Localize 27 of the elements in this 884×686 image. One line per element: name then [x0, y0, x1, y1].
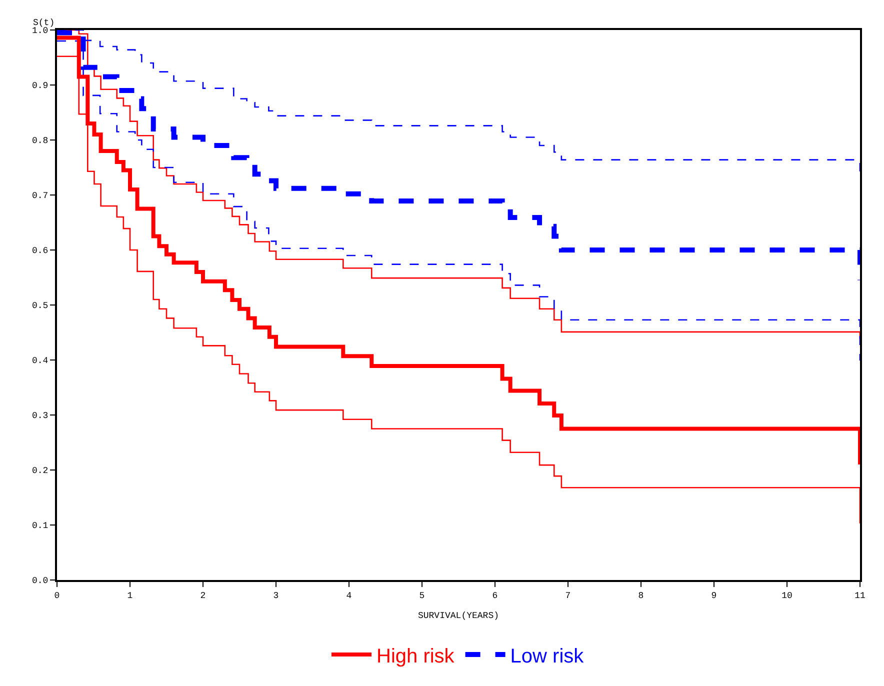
x-axis-title: SURVIVAL(YEARS): [418, 611, 500, 622]
x-tick-label: 8: [638, 590, 644, 601]
x-tick-label: 11: [854, 590, 866, 601]
y-axis-title: S(t): [33, 18, 55, 28]
x-tick-label: 6: [492, 590, 498, 601]
y-tick-label: 0.0: [32, 576, 48, 586]
y-tick-label: 1.0: [32, 26, 48, 36]
x-tick-label: 0: [54, 590, 60, 601]
y-tick-label: 0.7: [32, 191, 48, 202]
y-tick-label: 0.3: [32, 411, 48, 422]
y-tick-label: 0.2: [32, 466, 48, 476]
x-tick-label: 5: [419, 590, 425, 601]
x-tick-label: 9: [711, 590, 717, 601]
x-tick-label: 3: [273, 590, 279, 601]
y-tick-label: 0.1: [32, 521, 48, 532]
y-tick-label: 0.6: [32, 246, 48, 256]
y-tick-label: 0.5: [32, 301, 48, 312]
legend-label: Low risk: [510, 645, 585, 668]
y-tick-label: 0.8: [32, 136, 48, 146]
y-tick-label: 0.4: [32, 356, 48, 366]
x-tick-label: 4: [346, 590, 352, 601]
y-tick-label: 0.9: [32, 81, 48, 92]
legend-label: High risk: [376, 645, 456, 668]
x-tick-label: 7: [565, 590, 571, 601]
x-tick-label: 1: [127, 590, 133, 601]
x-tick-label: 2: [200, 590, 206, 601]
x-tick-label: 10: [782, 590, 792, 601]
